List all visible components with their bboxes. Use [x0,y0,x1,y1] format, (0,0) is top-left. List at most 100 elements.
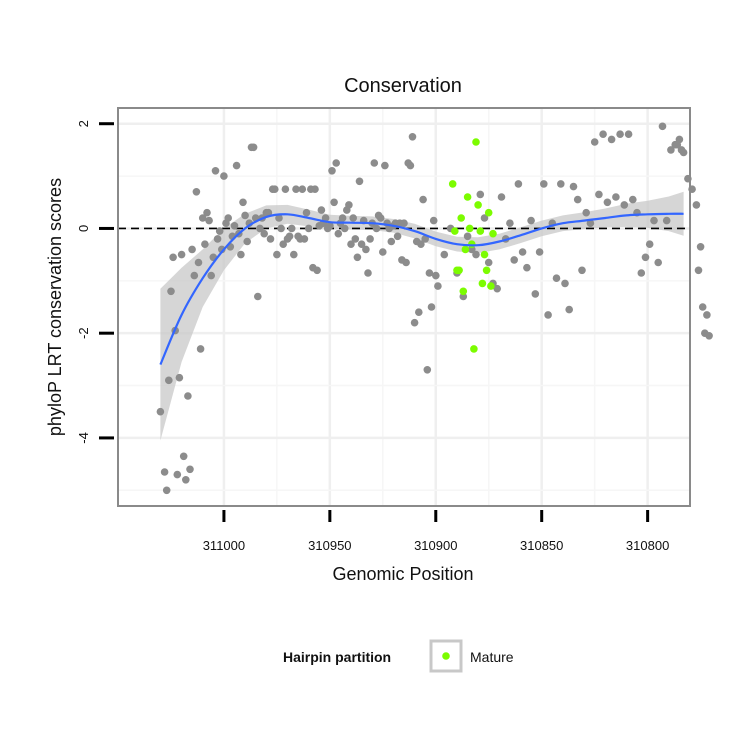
data-point [463,232,472,241]
data-point [423,366,432,374]
data-point [705,332,713,340]
data-point [658,122,667,131]
data-point [188,245,196,254]
data-point [190,271,199,280]
x-axis-title: Genomic Position [332,564,473,584]
data-point [275,214,283,222]
data-point [313,266,321,275]
data-point [237,250,245,259]
y-axis: 2 0 -2 -4 [76,120,114,444]
data-point [675,135,684,144]
data-point [497,193,506,201]
data-point [603,198,612,207]
data-point [514,180,523,188]
data-point [239,198,247,207]
data-point [351,235,360,243]
data-point [578,266,586,275]
data-point-mature [482,266,491,275]
data-point [213,235,222,243]
data-point [194,258,203,267]
smooth-curve [159,212,684,366]
data-point [211,167,220,175]
data-point-mature [465,224,474,233]
data-point [332,159,341,167]
data-point [198,214,207,222]
data-point-mature [474,201,482,209]
data-point [334,229,343,238]
data-point-mature [461,245,470,254]
data-point [156,407,165,416]
data-point [328,167,336,175]
data-point [667,146,675,154]
legend-title: Hairpin partition [283,649,391,665]
data-point-mature [455,266,463,275]
data-point [370,159,379,167]
data-point [624,130,633,138]
data-point [347,240,355,248]
data-point [427,303,436,311]
data-point [220,172,228,180]
data-point [440,250,449,259]
x-axis: 311000 310950 310900 310850 310800 [203,510,669,553]
data-point [169,253,177,262]
data-point [186,465,194,474]
data-point [590,138,599,146]
data-point [561,279,569,288]
data-point [406,161,415,170]
data-point [637,269,646,277]
data-point-mature [484,208,493,217]
data-point [650,216,658,225]
data-point [192,188,201,196]
data-point [480,214,489,222]
legend-label-mature: Mature [470,649,514,665]
data-point-mature [470,345,478,353]
data-point [429,216,438,225]
confidence-band [160,191,684,441]
plot-border [117,107,691,507]
points-mature [448,138,497,353]
data-point [408,133,417,141]
data-point [531,290,540,298]
data-point [338,214,347,222]
data-point-mature [478,279,487,288]
data-point [573,195,582,204]
data-point [421,235,430,243]
data-point [266,235,275,243]
data-point [355,177,364,186]
data-point [372,224,381,233]
data-point [527,216,535,225]
x-tick-label: 310800 [626,538,669,553]
y-tick-label: 2 [76,120,91,127]
smooth-curve-line [159,212,684,366]
data-point [523,263,531,272]
data-point [379,248,387,256]
data-point [304,224,313,233]
data-point [540,180,548,188]
legend: Hairpin partition Mature [283,639,514,673]
data-point [179,452,188,461]
data-point [167,287,175,296]
data-point [290,250,298,259]
data-point [629,195,637,204]
data-point [410,318,419,327]
data-point [232,161,241,170]
data-point [241,211,249,220]
data-point [302,208,311,217]
data-point [203,208,211,217]
data-point [249,143,258,152]
data-point [357,240,366,248]
plot-panel [118,108,690,506]
data-point [641,253,650,262]
data-point [317,206,326,214]
data-point [425,269,434,277]
data-point [366,235,374,243]
x-tick-label: 310950 [308,538,351,553]
data-point [662,216,671,225]
data-point-mature [459,287,468,296]
data-point [184,392,192,400]
data-point-mature [489,229,497,238]
data-point [645,240,654,248]
data-point [557,180,565,188]
data-point-mature [476,227,485,235]
